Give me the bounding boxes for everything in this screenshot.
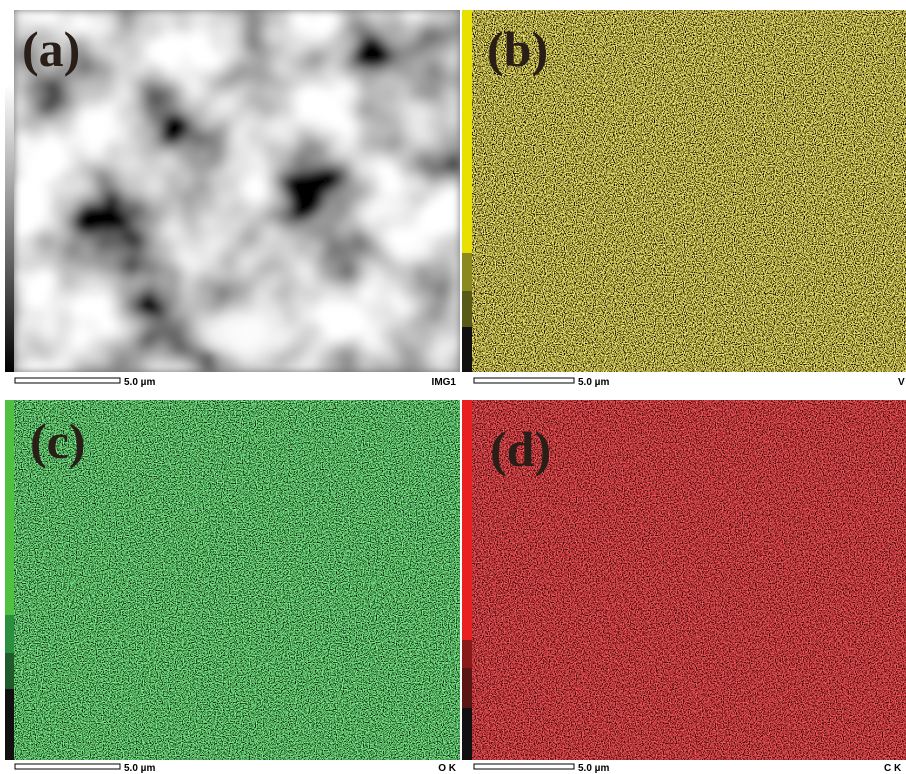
color-bar bbox=[462, 291, 472, 327]
color-bar bbox=[462, 253, 472, 291]
color-bar bbox=[462, 668, 472, 708]
color-bar bbox=[462, 10, 472, 253]
scale-bar bbox=[474, 764, 574, 769]
scale-bar bbox=[474, 378, 574, 383]
channel-label: IMG1 bbox=[432, 377, 457, 388]
panel-d: (d) 5.0 µm C K bbox=[462, 400, 906, 774]
panel-label: (c) bbox=[30, 413, 86, 469]
color-bar bbox=[5, 400, 14, 615]
scale-text: 5.0 µm bbox=[578, 763, 609, 774]
panel-c: (c) 5.0 µm O K bbox=[5, 400, 460, 774]
scale-text: 5.0 µm bbox=[124, 763, 155, 774]
color-bar bbox=[462, 400, 472, 640]
color-bar bbox=[462, 708, 472, 760]
page: {"panels": [ {"label": "(a)", "scale": "… bbox=[0, 0, 906, 774]
scale-text: 5.0 µm bbox=[578, 377, 609, 388]
color-bar bbox=[5, 653, 14, 689]
channel-label: C K bbox=[884, 763, 902, 774]
scale-bar bbox=[15, 764, 120, 769]
figure: (a) 5.0 µm IMG1 (b) 5.0 µm V K (c) 5.0 µ… bbox=[0, 0, 906, 774]
color-bar bbox=[462, 327, 472, 372]
color-bar bbox=[5, 615, 14, 653]
bright-spot bbox=[190, 307, 280, 363]
panel-b: (b) 5.0 µm V K bbox=[462, 10, 906, 388]
scale-bar bbox=[15, 378, 120, 383]
color-bar bbox=[5, 85, 14, 372]
panel-label: (b) bbox=[487, 21, 548, 77]
color-bar bbox=[462, 640, 472, 668]
color-bar bbox=[5, 689, 14, 760]
panel-label: (a) bbox=[22, 21, 80, 77]
panel-a: (a) 5.0 µm IMG1 bbox=[5, 10, 460, 388]
panel-label: (d) bbox=[490, 421, 551, 477]
channel-label: O K bbox=[438, 763, 457, 774]
scale-text: 5.0 µm bbox=[124, 377, 155, 388]
channel-label: V K bbox=[898, 377, 906, 388]
